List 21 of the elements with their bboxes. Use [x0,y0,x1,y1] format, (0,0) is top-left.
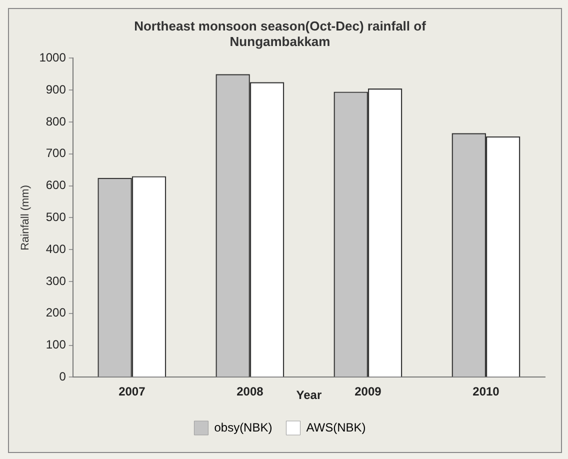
y-tick-label: 200 [46,306,66,320]
x-tick-label: 2008 [236,384,264,399]
y-tick-label: 700 [46,146,66,160]
y-tick-label: 400 [46,242,66,256]
x-tick-label: 2010 [472,384,500,399]
y-tick-label: 1000 [39,50,66,65]
y-tick-label: 300 [46,274,66,288]
x-tick-label: 2009 [354,384,382,399]
legend-label: obsy(NBK) [214,420,272,434]
x-tick-label: 2007 [118,384,146,399]
y-tick-label: 900 [46,82,66,96]
text: Nungambakkam [230,34,330,49]
y-tick-label: 600 [46,178,66,192]
y-tick-label: 800 [46,114,66,128]
x-axis-title: Year [296,388,322,402]
text: Northeast monsoon season(Oct-Dec) rainfall of [134,18,426,34]
legend-label: AWS(NBK) [306,420,366,434]
y-tick-label: 0 [59,370,66,384]
y-tick-label: 500 [46,210,66,224]
y-axis-title: Rainfall (mm) [20,184,32,250]
y-tick-label: 100 [46,338,66,352]
